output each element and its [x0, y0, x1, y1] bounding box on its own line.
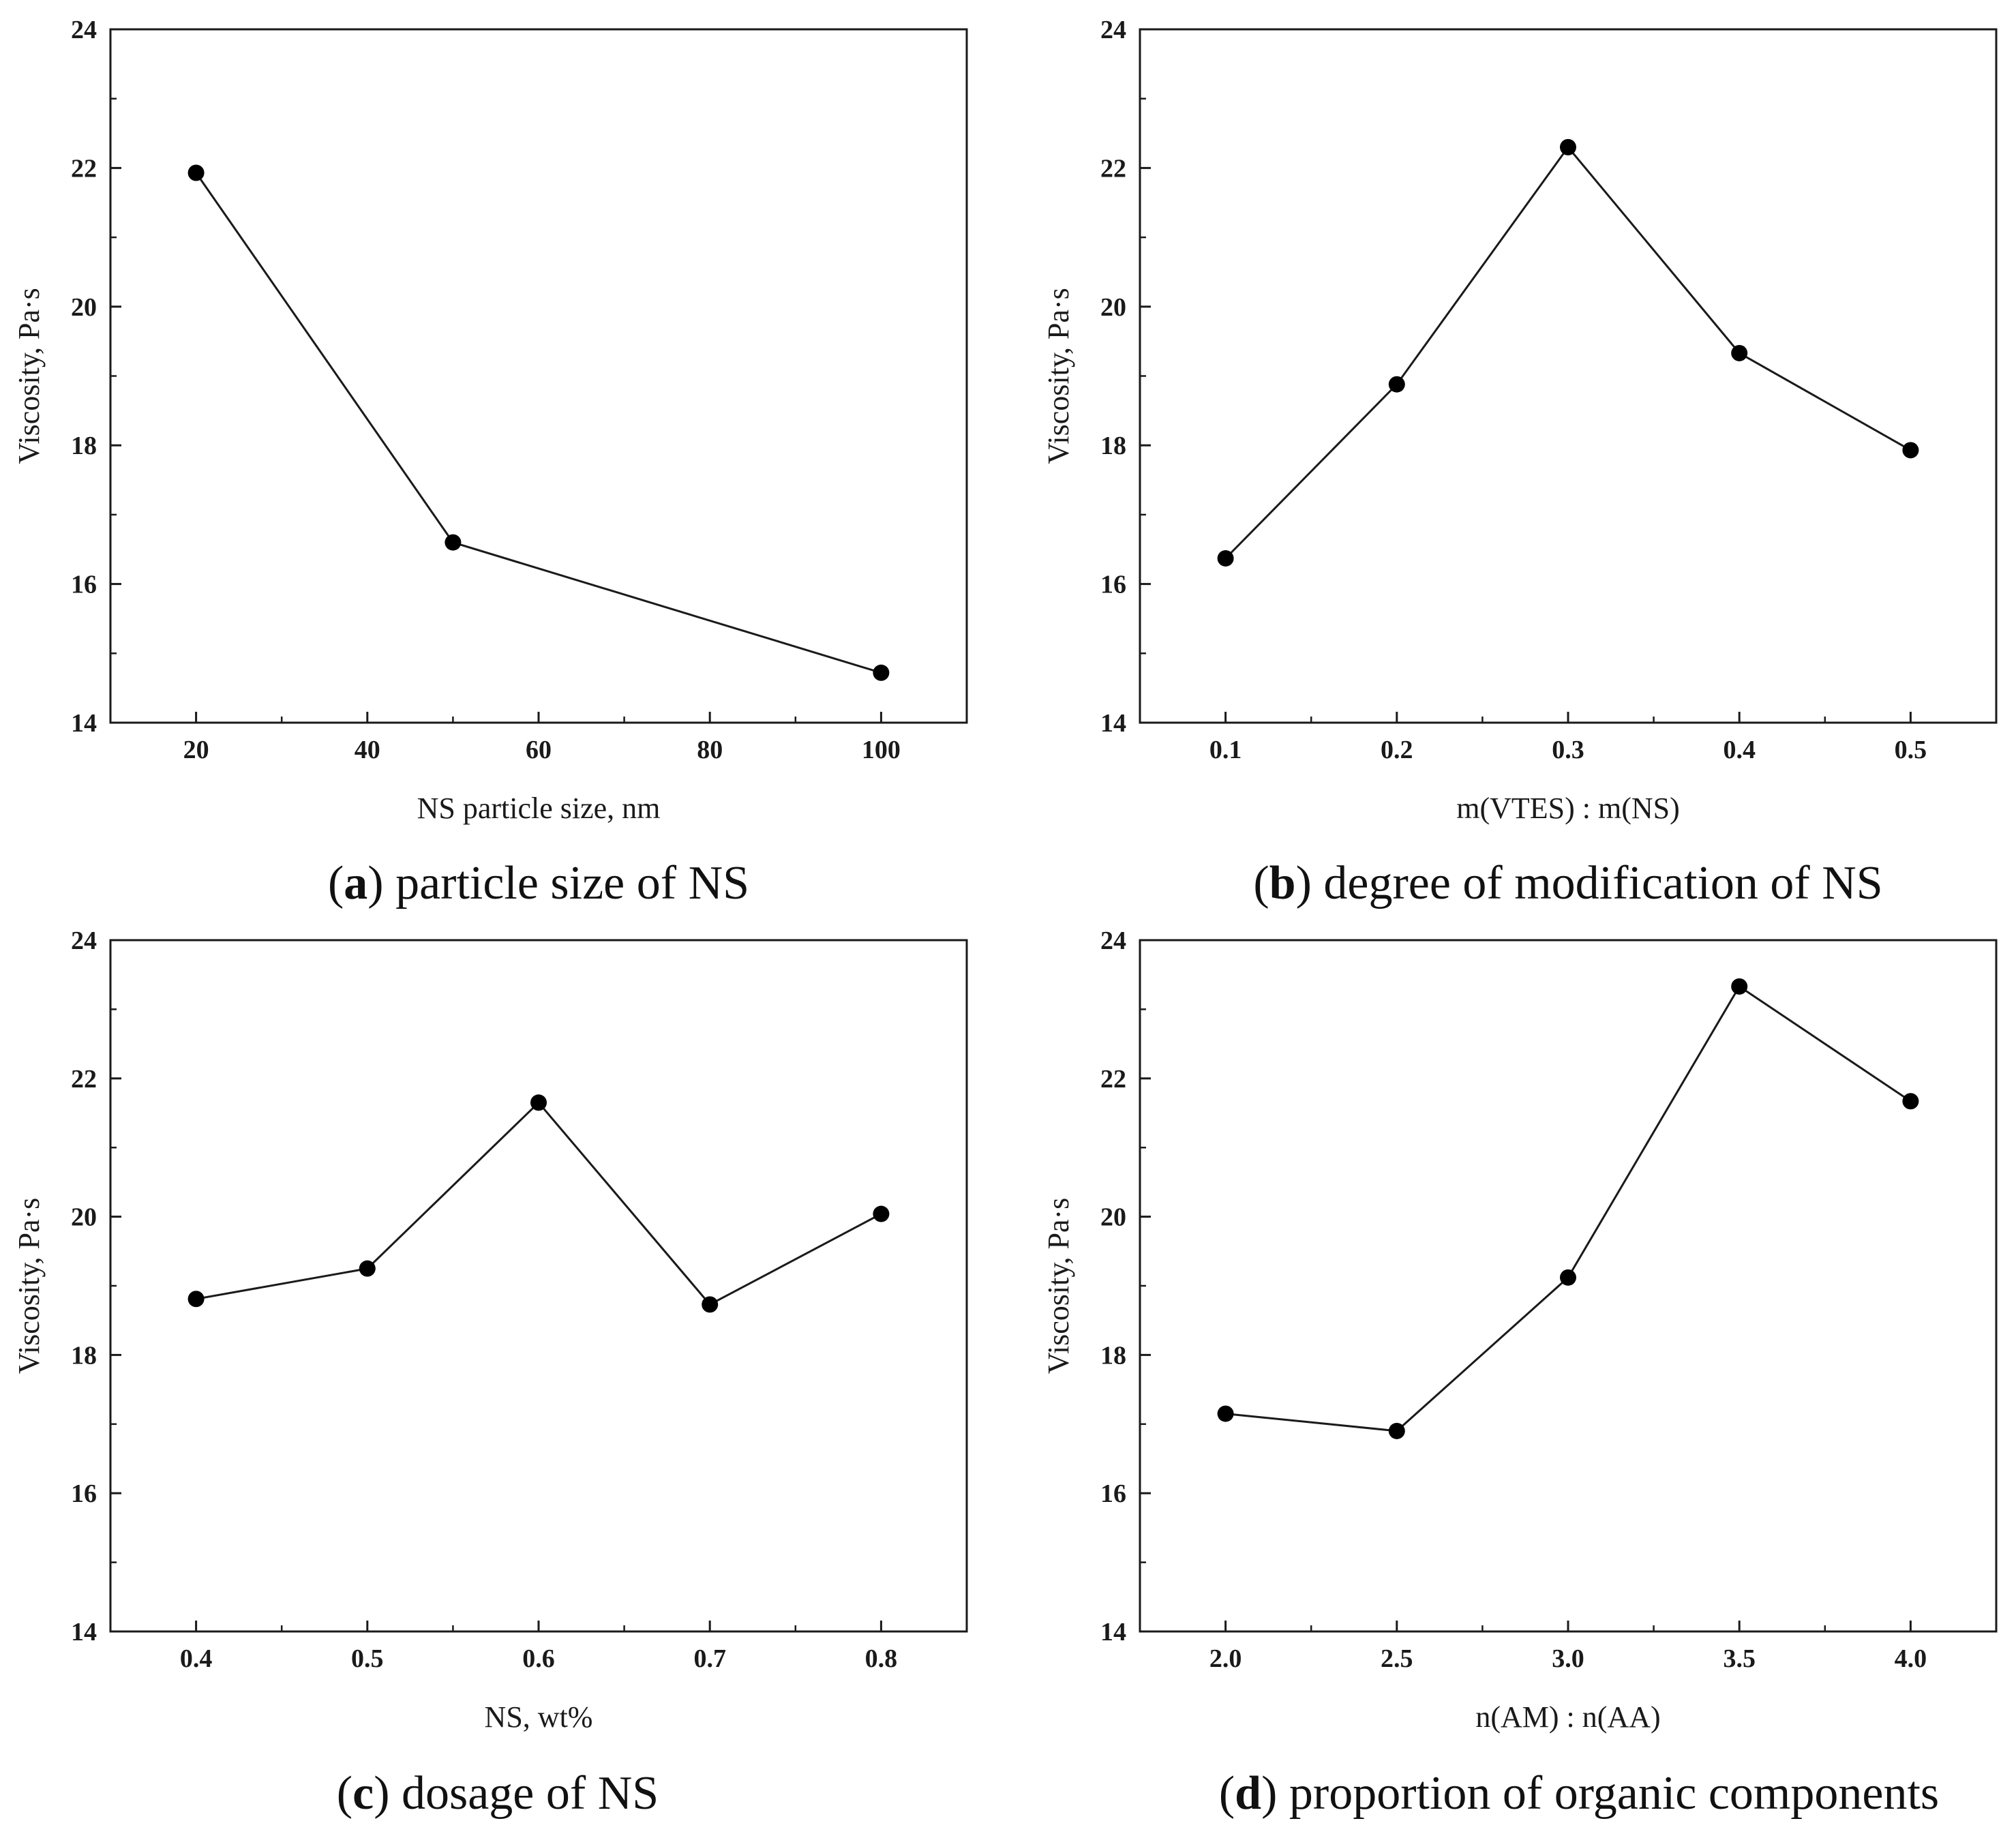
panel-b-letter: b [1269, 857, 1296, 909]
panel-d-ytick-label: 18 [1100, 1341, 1126, 1370]
panel-a-xtick-label: 60 [526, 736, 552, 764]
panel-c-ytick-label: 22 [71, 1065, 97, 1094]
panel-a: (a) particle size of NS 14 16 18 20 22 24 20 40… [12, 16, 968, 909]
panel-b-data-point [1902, 442, 1919, 459]
panel-b-data-point [1560, 138, 1576, 155]
panel-b-ytick-label: 16 [1100, 571, 1126, 599]
panel-a-ytick-label: 24 [71, 16, 97, 44]
panel-b-xlabel: m(VTES) : m(NS) [1456, 792, 1680, 825]
panel-a-xtick-label: 20 [183, 736, 209, 764]
panel-c-data-point [873, 1205, 890, 1222]
panel-d-ytick-label: 24 [1100, 927, 1126, 955]
panel-c-ytick-label: 24 [71, 927, 97, 955]
panel-c-ylabel: Viscosity, Pa·s [12, 1198, 46, 1374]
panel-a-xtick-label: 100 [862, 736, 901, 764]
panel-d-xtick-label: 2.5 [1381, 1644, 1413, 1673]
panel-d-data-point [1217, 1405, 1234, 1422]
panel-c-ytick-label: 20 [71, 1203, 97, 1232]
panel-c-caption-text: dosage of NS [402, 1767, 659, 1820]
panel-d-ytick-label: 14 [1100, 1618, 1126, 1646]
panel-b-xtick-label: 0.2 [1381, 736, 1413, 764]
panel-d-ytick-label: 22 [1100, 1065, 1126, 1094]
panel-a-caption: (a) particle size of NS [328, 857, 749, 909]
panel-d-data-point [1560, 1269, 1576, 1286]
panel-a-letter: a [344, 857, 367, 909]
panel-b-ytick-label: 24 [1100, 16, 1126, 44]
panel-d-data-point [1731, 978, 1748, 995]
panel-a-xtick-label: 80 [697, 736, 723, 764]
panel-b-xtick-label: 0.1 [1209, 736, 1242, 764]
panel-d-caption-text: proportion of organic components [1289, 1767, 1939, 1820]
panel-d-ylabel: Viscosity, Pa·s [1042, 1198, 1075, 1374]
panel-d-xtick-label: 3.5 [1723, 1644, 1756, 1673]
panel-d-xtick-label: 2.0 [1209, 1644, 1242, 1673]
panel-c-data-point [359, 1260, 376, 1277]
panel-c: (c) dosage of NS 14 16 18 20 22 24 0.4 0.5 0.6 0.… [12, 927, 968, 1820]
panel-b-data-point [1731, 344, 1748, 361]
panel-d-ytick-label: 16 [1100, 1479, 1126, 1508]
panel-b-data-point [1217, 550, 1234, 567]
panel-b-ytick-label: 22 [1100, 154, 1126, 183]
panel-b-xtick-label: 0.4 [1723, 736, 1756, 764]
panel-c-xtick-label: 0.8 [865, 1644, 898, 1673]
panel-d: (d) proportion of organic components 14 1… [1042, 927, 1998, 1820]
panel-d-data-point [1902, 1093, 1919, 1110]
panel-b-ylabel: Viscosity, Pa·s [1042, 288, 1075, 464]
panel-d-ytick-label: 20 [1100, 1203, 1126, 1232]
panel-a-ytick-label: 22 [71, 154, 97, 183]
panel-c-data-point [702, 1296, 719, 1313]
panel-b-xtick-label: 0.5 [1895, 736, 1927, 764]
panel-a-ytick-label: 14 [71, 709, 97, 738]
panel-b-data-point [1388, 376, 1405, 393]
panel-a-ylabel: Viscosity, Pa·s [12, 288, 46, 464]
panel-c-xlabel: NS, wt% [485, 1700, 593, 1734]
panel-a-xtick-label: 40 [355, 736, 380, 764]
panel-a-ytick-label: 20 [71, 293, 97, 322]
panel-b-caption-text: degree of modification of NS [1323, 857, 1882, 909]
panel-a-ytick-label: 18 [71, 432, 97, 460]
panel-a-xlabel: NS particle size, nm [417, 792, 661, 825]
panel-d-data-point [1388, 1422, 1405, 1439]
panel-b-ytick-label: 20 [1100, 293, 1126, 322]
panel-b: (b) degree of modification of NS 14 16 18 2… [1042, 16, 1998, 909]
panel-d-xtick-label: 4.0 [1895, 1644, 1927, 1673]
panel-c-letter: c [352, 1767, 374, 1820]
panel-c-ytick-label: 18 [71, 1341, 97, 1370]
panel-c-xtick-label: 0.6 [522, 1644, 555, 1673]
panel-a-ytick-label: 16 [71, 571, 97, 599]
panel-c-caption: (c) dosage of NS [337, 1767, 659, 1820]
panel-a-data-point [873, 664, 890, 681]
panel-c-xtick-label: 0.4 [180, 1644, 213, 1673]
panel-c-xtick-label: 0.7 [693, 1644, 726, 1673]
panel-b-ytick-label: 18 [1100, 432, 1126, 460]
panel-c-ytick-label: 16 [71, 1479, 97, 1508]
panel-d-caption: (d) proportion of organic components [1219, 1767, 1939, 1820]
panel-c-ytick-label: 14 [71, 1618, 97, 1646]
panel-c-xtick-label: 0.5 [351, 1644, 384, 1673]
panel-d-xtick-label: 3.0 [1552, 1644, 1584, 1673]
panel-a-caption-text: particle size of NS [395, 857, 749, 909]
panel-b-caption: (b) degree of modification of NS [1253, 857, 1882, 909]
panel-d-xlabel: n(AM) : n(AA) [1475, 1700, 1660, 1734]
panel-c-data-point [530, 1094, 547, 1111]
panel-b-ytick-label: 14 [1100, 709, 1126, 738]
panel-c-data-point [187, 1291, 205, 1308]
panel-a-data-point [187, 164, 205, 181]
panel-b-xtick-label: 0.3 [1552, 736, 1584, 764]
panel-d-letter: d [1235, 1767, 1261, 1820]
panel-a-data-point [445, 534, 462, 551]
